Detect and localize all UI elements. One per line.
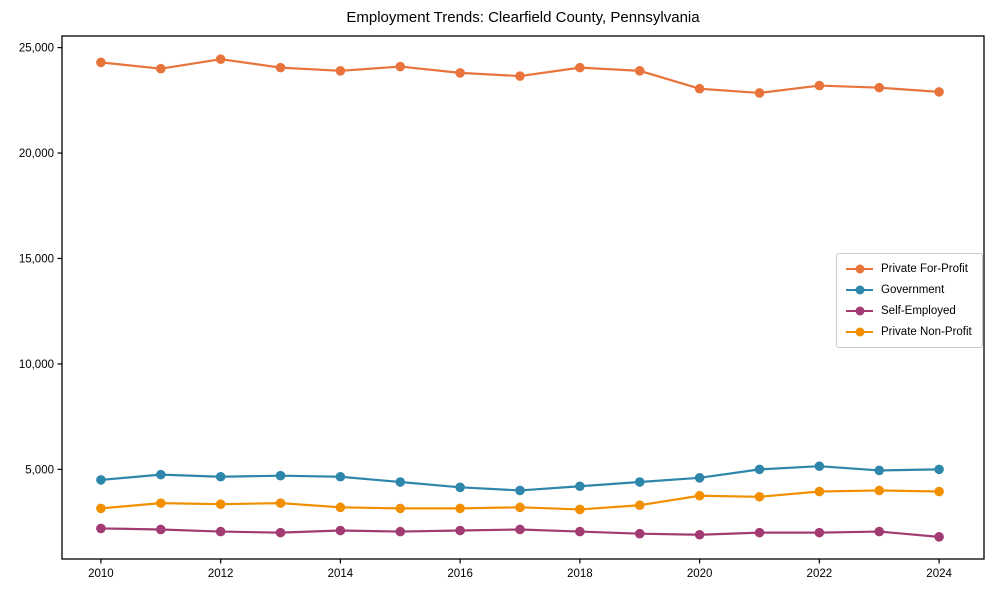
data-point-private-for-profit-2024 — [934, 87, 944, 97]
x-tick-label-2014: 2014 — [328, 568, 354, 580]
legend-line-marker-swatch — [846, 285, 873, 295]
x-tick-label-2018: 2018 — [567, 568, 593, 580]
data-point-private-for-profit-2010 — [96, 57, 106, 68]
data-point-private-non-profit-2021 — [754, 491, 765, 502]
legend-label: Private For-Profit — [881, 263, 968, 275]
data-point-self-employed-2014 — [335, 525, 346, 536]
data-point-government-2013 — [275, 470, 286, 481]
data-point-private-for-profit-2023 — [874, 82, 885, 93]
y-tick-label-15000: 15,000 — [19, 253, 54, 265]
data-point-government-2010 — [96, 475, 106, 485]
data-point-private-for-profit-2015 — [395, 61, 406, 72]
y-tick-label-5000: 5,000 — [25, 464, 54, 476]
legend: Private For-Profit Government Self-Employe… — [836, 253, 983, 348]
data-point-self-employed-2023 — [874, 526, 885, 537]
data-point-government-2018 — [575, 481, 585, 492]
legend-label: Self-Employed — [881, 305, 956, 317]
data-point-private-for-profit-2017 — [515, 71, 525, 81]
x-tick-label-2012: 2012 — [208, 568, 234, 580]
data-point-government-2022 — [814, 461, 825, 472]
data-point-government-2016 — [455, 482, 465, 493]
legend-line-marker-swatch — [846, 264, 873, 274]
data-point-self-employed-2017 — [515, 524, 525, 535]
data-point-self-employed-2021 — [754, 527, 765, 538]
data-point-government-2024 — [934, 464, 944, 475]
legend-marker-dot — [855, 327, 864, 337]
legend-marker-dot — [855, 306, 864, 316]
data-point-private-non-profit-2012 — [215, 499, 226, 509]
x-tick-label-2010: 2010 — [88, 568, 114, 580]
data-point-private-non-profit-2016 — [455, 503, 465, 514]
data-point-self-employed-2022 — [814, 527, 825, 538]
data-point-private-for-profit-2011 — [155, 63, 166, 74]
data-point-private-for-profit-2013 — [275, 62, 286, 73]
legend-item-private-non-profit: Private Non-Profit — [846, 324, 972, 340]
y-tick-label-20000: 20,000 — [19, 148, 54, 160]
data-point-private-for-profit-2019 — [634, 65, 645, 76]
data-point-government-2014 — [335, 471, 346, 482]
data-point-private-non-profit-2022 — [814, 486, 825, 497]
data-point-private-for-profit-2018 — [575, 62, 585, 73]
data-point-government-2017 — [515, 485, 525, 496]
data-point-self-employed-2024 — [934, 532, 944, 542]
x-tick-label-2022: 2022 — [807, 568, 833, 580]
data-point-private-non-profit-2011 — [155, 498, 166, 508]
chart-title: Employment Trends: Clearfield County, Pe… — [346, 9, 700, 26]
data-point-private-non-profit-2014 — [335, 502, 346, 513]
y-tick-label-10000: 10,000 — [19, 359, 54, 371]
data-point-self-employed-2020 — [694, 529, 705, 540]
data-point-self-employed-2018 — [575, 526, 585, 537]
data-point-private-for-profit-2021 — [754, 88, 765, 98]
data-point-private-non-profit-2013 — [275, 498, 286, 508]
legend-item-government: Government — [846, 282, 972, 298]
data-point-self-employed-2010 — [96, 523, 106, 534]
data-point-private-non-profit-2023 — [874, 485, 885, 496]
data-point-self-employed-2019 — [634, 528, 645, 539]
data-point-private-non-profit-2019 — [634, 500, 645, 511]
data-point-private-non-profit-2018 — [575, 504, 585, 515]
data-point-private-non-profit-2010 — [96, 503, 106, 514]
data-point-private-for-profit-2014 — [335, 65, 346, 76]
data-point-government-2020 — [694, 473, 705, 483]
data-point-government-2011 — [155, 469, 166, 480]
data-point-private-for-profit-2016 — [455, 68, 465, 78]
data-point-private-for-profit-2020 — [694, 83, 705, 94]
data-point-private-non-profit-2024 — [934, 486, 944, 497]
data-point-self-employed-2011 — [155, 524, 166, 535]
legend-marker-dot — [855, 285, 864, 295]
data-point-government-2015 — [395, 477, 406, 487]
data-point-government-2023 — [874, 465, 885, 476]
data-point-private-for-profit-2022 — [814, 80, 825, 91]
legend-item-private-for-profit: Private For-Profit — [846, 261, 972, 277]
data-point-self-employed-2016 — [455, 525, 465, 536]
legend-line-marker-swatch — [846, 306, 873, 316]
data-point-self-employed-2012 — [215, 526, 226, 537]
legend-label: Government — [881, 284, 945, 296]
x-tick-label-2020: 2020 — [687, 568, 713, 580]
legend-line-marker-swatch — [846, 327, 873, 337]
data-point-self-employed-2015 — [395, 526, 406, 537]
data-point-private-non-profit-2020 — [694, 490, 705, 501]
legend-item-self-employed: Self-Employed — [846, 303, 972, 319]
legend-marker-dot — [855, 264, 864, 274]
data-point-government-2019 — [634, 477, 645, 487]
x-tick-label-2024: 2024 — [926, 568, 952, 580]
x-tick-label-2016: 2016 — [447, 568, 473, 580]
data-point-private-non-profit-2017 — [515, 502, 525, 513]
data-point-private-non-profit-2015 — [395, 503, 406, 514]
data-point-self-employed-2013 — [275, 527, 286, 538]
y-tick-label-25000: 25,000 — [19, 43, 54, 55]
legend-label: Private Non-Profit — [881, 326, 972, 338]
data-point-private-for-profit-2012 — [215, 54, 226, 64]
data-point-government-2021 — [754, 464, 765, 475]
data-point-government-2012 — [215, 471, 226, 482]
axes-spines — [61, 35, 985, 560]
